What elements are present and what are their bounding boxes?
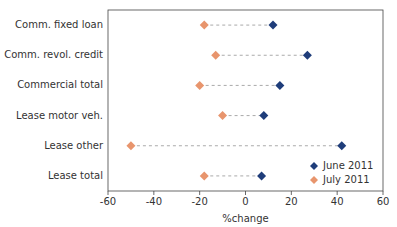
tick-label: 0 xyxy=(242,196,248,207)
category-label: Commercial total xyxy=(17,79,103,90)
tick-mark xyxy=(153,191,154,195)
point xyxy=(337,141,346,150)
category-label: Lease total xyxy=(48,170,103,181)
point xyxy=(218,111,227,120)
category-label: Lease motor veh. xyxy=(16,110,103,121)
tick-label: 20 xyxy=(285,196,298,207)
tick-mark xyxy=(108,191,109,195)
tick-mark xyxy=(383,191,384,195)
point xyxy=(200,171,209,180)
plot-frame xyxy=(108,10,383,191)
point xyxy=(275,81,284,90)
connector xyxy=(216,55,308,56)
point xyxy=(257,171,266,180)
legend: June 2011 July 2011 xyxy=(310,160,373,185)
tick-label: -60 xyxy=(100,196,116,207)
connector xyxy=(200,85,280,86)
tick-label: 40 xyxy=(331,196,344,207)
point xyxy=(259,111,268,120)
point xyxy=(200,21,209,30)
connector xyxy=(204,25,273,26)
point xyxy=(126,141,135,150)
marks xyxy=(126,21,346,181)
tick-label: -20 xyxy=(191,196,207,207)
legend-marker xyxy=(310,176,318,184)
legend-label: July 2011 xyxy=(322,174,370,185)
point xyxy=(211,51,220,60)
legend-label: June 2011 xyxy=(322,160,373,171)
connector xyxy=(131,145,342,146)
category-label: Lease other xyxy=(44,140,104,151)
connector xyxy=(223,115,264,116)
tick-mark xyxy=(199,191,200,195)
category-label: Comm. fixed loan xyxy=(15,19,103,30)
axis-label: %change xyxy=(222,213,268,224)
tick-mark xyxy=(291,191,292,195)
tick-mark xyxy=(337,191,338,195)
point xyxy=(269,21,278,30)
chart: -60 -40 -20 0 20 40 60 %change Comm. fixed loan C… xyxy=(0,0,397,227)
tick-label: 60 xyxy=(377,196,390,207)
connector xyxy=(204,175,261,176)
category-label: Comm. revol. credit xyxy=(4,49,103,60)
point xyxy=(303,51,312,60)
tick-mark xyxy=(245,191,246,195)
point xyxy=(195,81,204,90)
tick-label: -40 xyxy=(146,196,162,207)
legend-marker xyxy=(310,162,318,170)
